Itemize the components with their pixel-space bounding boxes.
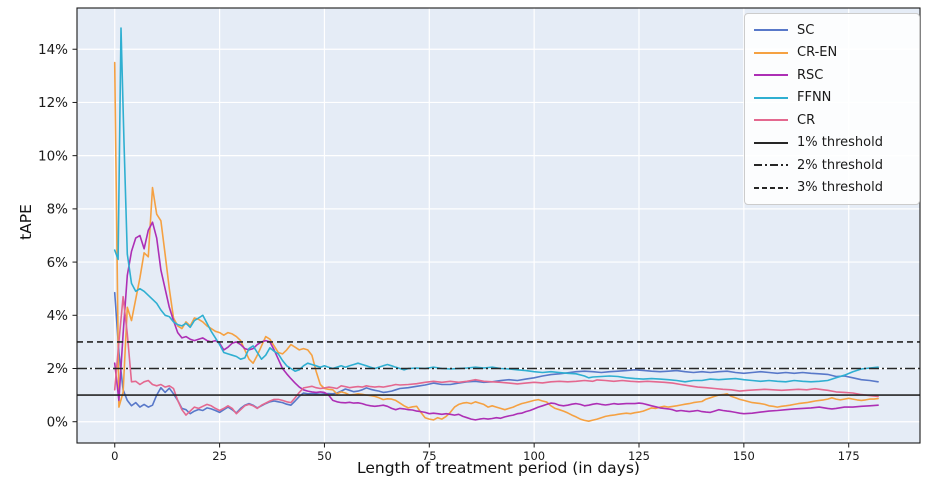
legend-item-cr: CR (754, 113, 919, 128)
legend-item-label: CR-EN (797, 45, 838, 61)
legend-item-label: 1% threshold (797, 135, 883, 151)
y-tick-label: 4% (47, 308, 69, 324)
y-tick-label: 12% (38, 95, 68, 111)
legend-item-label: 3% threshold (797, 180, 883, 196)
legend-line-swatch (754, 141, 788, 144)
legend-item-cr-en: CR-EN (754, 45, 919, 60)
legend-item-label: FFNN (797, 90, 832, 106)
x-tick-label: 100 (523, 449, 545, 463)
x-tick-label: 150 (733, 449, 755, 463)
x-tick-label: 0 (111, 449, 118, 463)
plot-border (76, 7, 921, 444)
legend-line-swatch (754, 74, 788, 77)
y-axis-label: tAPE (17, 204, 35, 240)
y-tick-label: 2% (47, 361, 69, 377)
legend-item-rsc: RSC (754, 68, 919, 83)
legend-line-swatch (754, 96, 788, 99)
legend-item-2-threshold: 2% threshold (754, 158, 919, 173)
x-tick-label: 50 (317, 449, 332, 463)
legend-item-label: SC (797, 22, 815, 38)
legend-item-label: RSC (797, 67, 824, 83)
legend-item-label: CR (797, 112, 816, 128)
x-tick-label: 175 (838, 449, 860, 463)
y-tick-label: 0% (47, 414, 69, 430)
legend-line-swatch (754, 51, 788, 54)
legend-item-label: 2% threshold (797, 157, 883, 173)
legend-line-swatch (754, 29, 788, 32)
y-tick-label: 6% (47, 255, 69, 271)
x-tick-label: 25 (212, 449, 227, 463)
y-tick-label: 14% (38, 42, 68, 58)
series-line-rsc (113, 221, 879, 421)
series-line-ffnn (113, 27, 879, 383)
legend: SC CR-EN RSC FFNN CR 1% threshold 2% threshold… (744, 13, 920, 205)
x-tick-label: 75 (422, 449, 437, 463)
x-tick-label: 125 (628, 449, 650, 463)
y-tick-label: 8% (47, 202, 69, 218)
legend-line-swatch (754, 164, 788, 167)
legend-item-3-threshold: 3% threshold (754, 180, 919, 195)
legend-item-1-threshold: 1% threshold (754, 135, 919, 150)
legend-item-ffnn: FFNN (754, 90, 919, 105)
x-axis-label: Length of treatment period (in days) (357, 459, 640, 477)
legend-item-sc: SC (754, 23, 919, 38)
y-tick-label: 10% (38, 148, 68, 164)
series-line-sc (113, 291, 879, 415)
legend-line-swatch (754, 186, 788, 189)
legend-line-swatch (754, 119, 788, 122)
series-line-cr (113, 295, 879, 416)
